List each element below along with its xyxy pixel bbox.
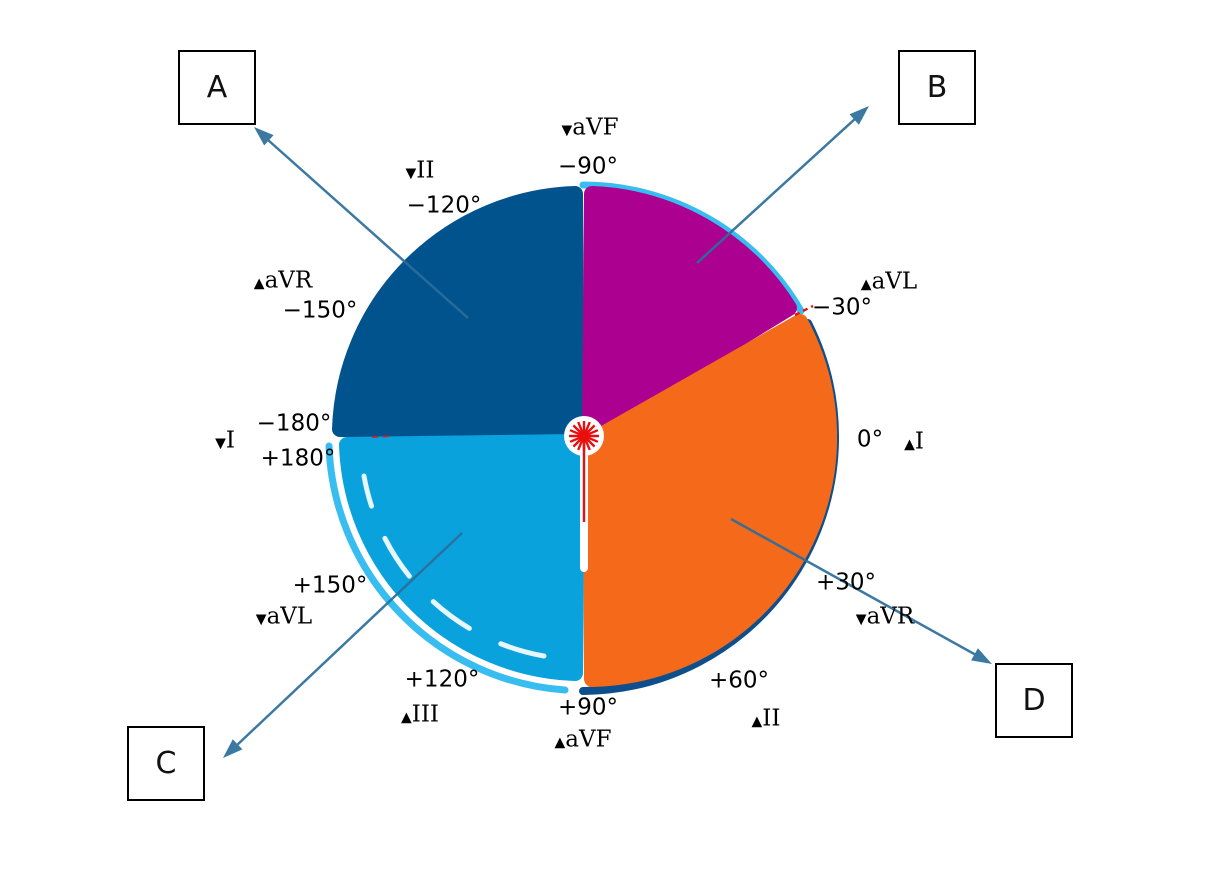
callout-arrow-c bbox=[223, 532, 463, 758]
label-lead-avf-neg: ▼aVF bbox=[561, 114, 619, 141]
left-axis-rim bbox=[579, 181, 805, 315]
center-origin-marker bbox=[564, 416, 604, 572]
right-axis-rim bbox=[325, 442, 569, 694]
label-angle-pos30: +30° bbox=[815, 569, 877, 596]
label-angle-pos180: +180° bbox=[260, 445, 336, 472]
arrowhead-c bbox=[223, 739, 243, 758]
extreme-axis-quadrant bbox=[332, 186, 584, 438]
label-angle-pos60: +60° bbox=[708, 667, 770, 694]
label-angle-neg180: −180° bbox=[256, 410, 332, 437]
arrowhead-a bbox=[254, 127, 274, 146]
label-angle-pos90: +90° bbox=[557, 694, 619, 721]
callout-letter-d: D bbox=[1022, 683, 1046, 718]
callout-letter-a: A bbox=[206, 70, 228, 105]
label-lead-avr-pos: ▲aVR bbox=[253, 267, 313, 294]
label-angle-pos150: +150° bbox=[292, 572, 368, 599]
callout-box-d: D bbox=[995, 663, 1073, 738]
label-lead-iii-pos: ▲III bbox=[400, 701, 440, 728]
label-lead-avl-neg: ▼aVL bbox=[255, 603, 313, 630]
label-lead-avf-pos: ▲aVF bbox=[554, 726, 612, 753]
callout-box-b: B bbox=[898, 50, 976, 125]
label-angle-neg90: −90° bbox=[557, 153, 619, 180]
label-angle-pos120: +120° bbox=[404, 666, 480, 693]
neg30-red-tick bbox=[794, 304, 814, 317]
callout-box-a: A bbox=[178, 50, 256, 125]
arrowhead-d bbox=[971, 648, 992, 664]
label-lead-avl-pos: ▲aVL bbox=[860, 268, 918, 295]
label-angle-zero: 0° bbox=[856, 426, 884, 453]
callout-letter-b: B bbox=[926, 70, 948, 105]
label-lead-ii-pos: ▲II bbox=[751, 705, 781, 732]
label-angle-neg150: −150° bbox=[282, 297, 358, 324]
label-lead-avr-neg: ▼aVR bbox=[855, 603, 915, 630]
arrowhead-b bbox=[849, 106, 869, 125]
center-asterisk bbox=[569, 421, 599, 451]
right-axis-quadrant bbox=[339, 434, 585, 681]
callout-arrow-a bbox=[254, 127, 469, 319]
label-lead-ii-neg: ▼II bbox=[405, 157, 435, 184]
callout-arrow-d bbox=[730, 517, 992, 664]
normal-axis-quadrant bbox=[583, 314, 838, 687]
callout-arrow-b bbox=[696, 106, 869, 264]
left-axis-quadrant bbox=[582, 186, 797, 438]
label-lead-i-pos: ▲I bbox=[904, 428, 924, 455]
callout-box-c: C bbox=[127, 726, 205, 801]
left-red-tick bbox=[371, 435, 393, 438]
label-angle-neg120: −120° bbox=[406, 192, 482, 219]
label-lead-i-neg: ▼I bbox=[215, 427, 235, 454]
brush-streak bbox=[361, 473, 547, 659]
label-angle-neg30: −30° bbox=[811, 294, 873, 321]
callout-letter-c: C bbox=[155, 746, 177, 781]
